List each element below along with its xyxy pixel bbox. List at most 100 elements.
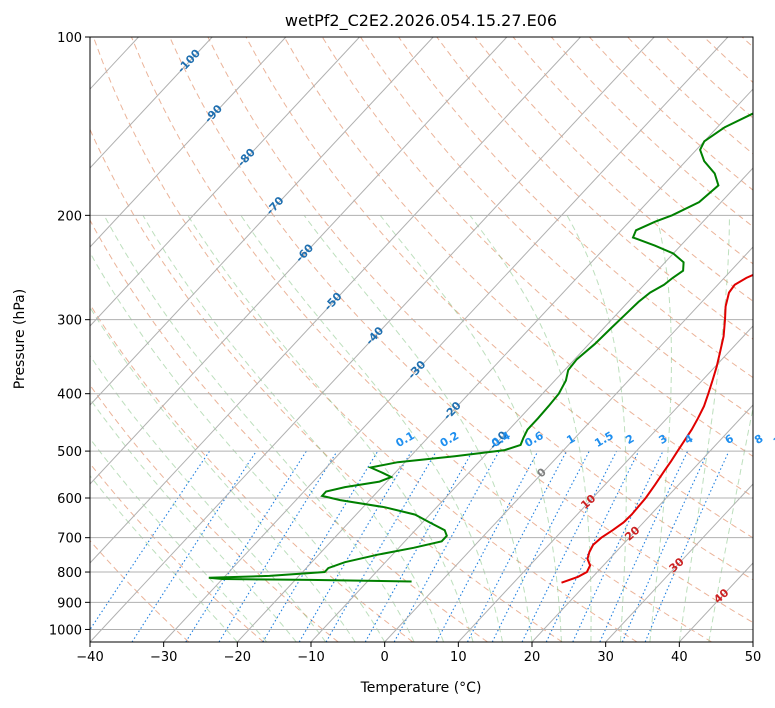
isotherm-line bbox=[90, 37, 287, 248]
moist-adiabat-line bbox=[379, 214, 562, 642]
mixing-ratio-line bbox=[364, 450, 474, 642]
y-tick-label: 800 bbox=[57, 566, 82, 581]
dry-adiabat-line bbox=[283, 37, 753, 498]
plot-frame bbox=[89, 36, 754, 643]
dry-adiabat-line bbox=[245, 37, 753, 539]
isotherm-line bbox=[90, 37, 508, 485]
dry-adiabat-line bbox=[92, 37, 638, 642]
mixing-ratio-line bbox=[467, 450, 568, 642]
mixing-ratio-line bbox=[218, 450, 338, 642]
moist-adiabat-line bbox=[649, 215, 672, 642]
dry-adiabat-line bbox=[550, 37, 753, 228]
dry-adiabat-line bbox=[131, 37, 712, 642]
moist-adiabat-line bbox=[90, 474, 238, 642]
x-tick-label: 40 bbox=[671, 650, 688, 665]
mixing-ratio-label: 0.2 bbox=[438, 429, 461, 450]
isotherm-line bbox=[236, 88, 753, 642]
dewpoint-profile-line bbox=[208, 112, 753, 583]
isotherm-line bbox=[90, 37, 655, 642]
x-axis-label: Temperature (°C) bbox=[360, 680, 482, 696]
mixing-ratio-label: 4 bbox=[682, 432, 695, 447]
y-tick-label: 500 bbox=[57, 445, 82, 460]
dry-adiabat-line bbox=[512, 37, 753, 265]
x-tick-label: 20 bbox=[524, 650, 541, 665]
isotherm-line bbox=[90, 37, 213, 169]
y-tick-label: 600 bbox=[57, 492, 82, 507]
x-tick-label: 10 bbox=[450, 650, 467, 665]
x-tick-label: 30 bbox=[597, 650, 614, 665]
chart-title: wetPf2_C2E2.2026.054.15.27.E06 bbox=[285, 11, 557, 31]
isotherm-line bbox=[90, 37, 581, 564]
dry-adiabat-line bbox=[207, 37, 753, 581]
dry-adiabat-line bbox=[741, 37, 753, 48]
dry-adiabat-line bbox=[398, 37, 753, 379]
y-tick-label: 900 bbox=[57, 596, 82, 611]
isotherm-line bbox=[0, 37, 65, 642]
y-tick-label: 300 bbox=[57, 314, 82, 329]
moist-adiabat-line bbox=[240, 215, 503, 642]
moist-adiabat-line bbox=[187, 215, 474, 642]
mixing-ratio-label: 1.5 bbox=[592, 429, 615, 450]
mixing-ratio-line bbox=[599, 450, 689, 642]
mixing-ratio-label: 3 bbox=[656, 432, 669, 447]
mixing-ratio-label: 8 bbox=[752, 432, 765, 447]
moist-adiabat-line bbox=[142, 215, 445, 642]
y-tick-label: 200 bbox=[57, 209, 82, 224]
mixing-ratio-line bbox=[521, 450, 618, 642]
mixing-ratio-line bbox=[572, 450, 664, 642]
dry-adiabat-line bbox=[321, 37, 753, 457]
line-labels: -100-90-80-70-60-50-40-30-20-100.1 0.2 0.4… bbox=[175, 46, 775, 606]
dry-adiabat-line bbox=[90, 128, 563, 642]
isotherm-line bbox=[678, 562, 753, 642]
isotherm-line bbox=[605, 483, 753, 642]
dry-adiabat-line bbox=[665, 37, 753, 119]
isotherm-line bbox=[384, 246, 753, 642]
moist-adiabat-line bbox=[90, 354, 327, 642]
dry-adiabat-line bbox=[90, 303, 414, 642]
profiles bbox=[208, 112, 753, 584]
mixing-ratio-label: 2 bbox=[623, 432, 636, 447]
moist-adiabat-line bbox=[566, 215, 627, 642]
isotherm-line bbox=[90, 37, 434, 406]
dry-adiabat-line bbox=[90, 219, 488, 642]
dry-adiabat-line bbox=[474, 37, 753, 302]
dry-adiabat-line bbox=[436, 37, 753, 340]
mixing-ratio-line bbox=[185, 450, 307, 642]
mixing-ratio-line bbox=[131, 450, 257, 642]
mixing-ratio-line bbox=[491, 450, 590, 642]
moist-adiabat-line bbox=[90, 251, 386, 642]
dry-adiabat-line bbox=[703, 37, 753, 84]
x-tick-label: 0 bbox=[381, 650, 389, 665]
y-tick-label: 1000 bbox=[49, 623, 82, 638]
mixing-ratio-label: 6 bbox=[723, 432, 736, 447]
x-tick-label: 50 bbox=[745, 650, 762, 665]
y-tick-label: 400 bbox=[57, 388, 82, 403]
mixing-ratio-line bbox=[621, 450, 709, 642]
isotherm-line bbox=[310, 167, 753, 642]
moist-adiabat-line bbox=[90, 398, 297, 642]
isotherm-line bbox=[163, 37, 729, 642]
dry-adiabat-line bbox=[90, 462, 264, 642]
y-axis-label: Pressure (hPa) bbox=[12, 289, 28, 389]
moist-adiabat-line bbox=[708, 405, 753, 642]
isotherm-line bbox=[457, 325, 753, 642]
dry-adiabat-line bbox=[90, 384, 339, 642]
x-tick-label: −30 bbox=[150, 650, 177, 665]
y-tick-label: 100 bbox=[57, 31, 82, 46]
mixing-ratio-label: 10 bbox=[771, 430, 775, 449]
temperature-profile-line bbox=[561, 273, 753, 584]
isotherm-line bbox=[752, 641, 753, 642]
mixing-ratio-line bbox=[435, 450, 539, 642]
mixing-ratio-line bbox=[393, 450, 500, 642]
x-tick-label: −20 bbox=[224, 650, 251, 665]
mixing-ratio-label: 0.4 bbox=[489, 429, 513, 450]
moist-adiabat-line bbox=[678, 215, 730, 642]
x-tick-label: −10 bbox=[297, 650, 324, 665]
isotherm-line bbox=[90, 37, 360, 327]
mixing-ratio-line bbox=[90, 450, 211, 631]
dry-adiabat-line bbox=[90, 539, 190, 642]
x-tick-label: −40 bbox=[76, 650, 103, 665]
moist-adiabat-line bbox=[90, 306, 356, 642]
dry-adiabat-line bbox=[169, 37, 753, 624]
